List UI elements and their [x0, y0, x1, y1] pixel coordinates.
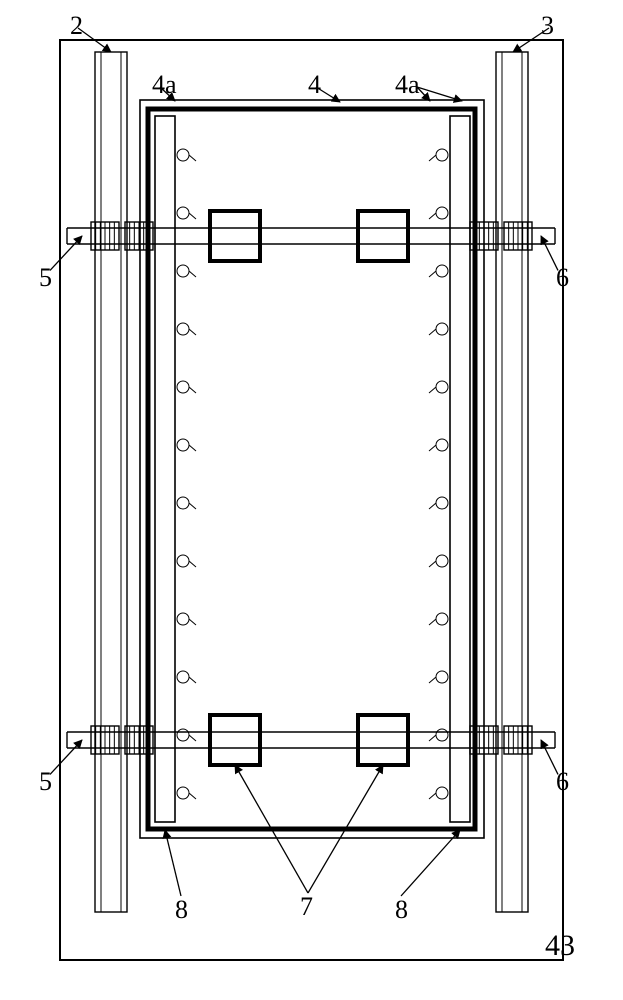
strip-4a-right [450, 116, 470, 822]
label-5-bot: 5 [39, 767, 52, 796]
hook-icon [177, 729, 189, 741]
hook-icon [436, 439, 448, 451]
label-3: 3 [541, 11, 554, 40]
hook-icon [436, 671, 448, 683]
hook-icon [177, 265, 189, 277]
hook-icon [177, 439, 189, 451]
hook-icon [436, 555, 448, 567]
figure-number: 43 [545, 929, 575, 962]
hook-icon [177, 149, 189, 161]
hook-icon [436, 787, 448, 799]
hook-icon [177, 671, 189, 683]
label-8-left: 8 [175, 895, 188, 924]
block-3 [358, 715, 408, 765]
label-4: 4 [308, 70, 321, 99]
hook-icon [177, 555, 189, 567]
label-6-bot: 6 [556, 767, 569, 796]
panel-heavy [148, 109, 475, 829]
hook-icon [177, 381, 189, 393]
hook-icon [436, 207, 448, 219]
label-2: 2 [70, 11, 83, 40]
hook-icon [436, 265, 448, 277]
label-8-right: 8 [395, 895, 408, 924]
hook-icon [436, 323, 448, 335]
hook-icon [177, 323, 189, 335]
label-5-top: 5 [39, 263, 52, 292]
label-4a-left: 4a [152, 70, 177, 99]
hook-icon [177, 613, 189, 625]
block-0 [210, 211, 260, 261]
left-post [95, 52, 127, 912]
outer-frame [60, 40, 563, 960]
label-4a-right: 4a [395, 70, 420, 99]
label-7: 7 [300, 892, 313, 921]
strip-4a-left [155, 116, 175, 822]
hook-icon [177, 207, 189, 219]
hook-icon [436, 381, 448, 393]
hook-icon [436, 729, 448, 741]
hook-icon [436, 497, 448, 509]
hook-icon [177, 787, 189, 799]
schematic-diagram: 2 3 4 4a 4a 5 6 5 6 7 8 8 43 [0, 0, 623, 1000]
hook-icon [436, 149, 448, 161]
block-2 [210, 715, 260, 765]
hook-icon [436, 613, 448, 625]
hook-icon [177, 497, 189, 509]
panel-outer [140, 100, 484, 838]
label-6-top: 6 [556, 263, 569, 292]
block-1 [358, 211, 408, 261]
right-post [496, 52, 528, 912]
